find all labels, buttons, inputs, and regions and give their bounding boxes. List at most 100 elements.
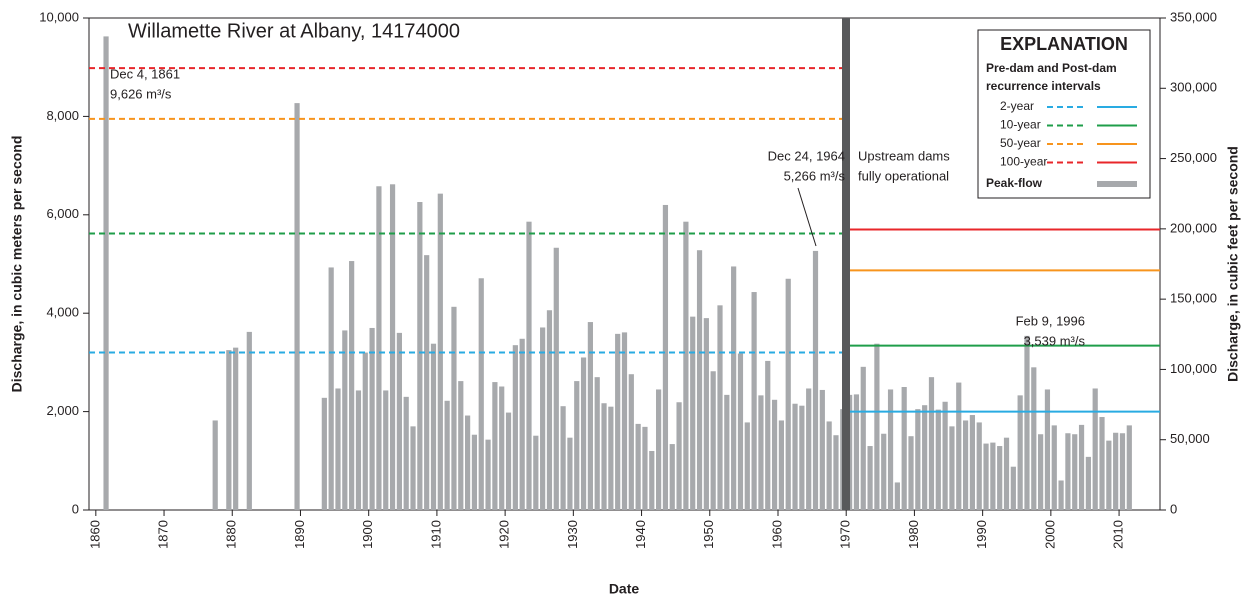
bar: [908, 436, 914, 510]
legend-label: 10-year: [1000, 118, 1041, 132]
y-tick-label: 8,000: [46, 108, 79, 123]
bar: [601, 403, 607, 510]
y2-tick-label: 50,000: [1170, 431, 1210, 446]
annotation: Upstream dams: [858, 148, 950, 163]
bar: [335, 388, 341, 510]
x-axis-label: Date: [609, 581, 640, 597]
bar: [983, 443, 989, 510]
bar: [465, 415, 471, 510]
bar: [737, 353, 744, 510]
y-tick-label: 10,000: [39, 9, 79, 24]
x-tick-label: 1870: [155, 520, 170, 549]
bar: [765, 360, 771, 510]
bar: [1072, 434, 1078, 510]
bar: [969, 415, 976, 510]
bar: [1078, 424, 1085, 510]
x-tick-label: 1930: [565, 520, 580, 549]
y2-tick-label: 150,000: [1170, 291, 1217, 306]
bar: [1017, 395, 1023, 510]
bar: [553, 247, 559, 510]
bar: [349, 261, 355, 510]
legend-label: Peak-flow: [986, 176, 1043, 190]
bar: [1065, 433, 1071, 510]
bar: [321, 397, 327, 510]
bar: [717, 305, 723, 510]
y2-tick-label: 0: [1170, 501, 1177, 516]
bar: [758, 395, 764, 510]
bar: [860, 366, 866, 510]
bar: [806, 388, 812, 510]
bar: [635, 423, 641, 510]
y2-axis-label: Discharge, in cubic feet per second: [1225, 146, 1241, 382]
x-tick-label: 1890: [292, 520, 307, 549]
bar: [901, 387, 907, 510]
bar: [594, 377, 600, 510]
bar: [1010, 466, 1016, 510]
x-tick-label: 1960: [769, 520, 784, 549]
bar: [560, 406, 566, 510]
x-tick-label: 1950: [701, 520, 716, 549]
bar: [785, 278, 791, 510]
chart-title: Willamette River at Albany, 14174000: [128, 20, 460, 42]
y2-tick-label: 350,000: [1170, 9, 1217, 24]
bar: [696, 250, 703, 510]
bar: [799, 405, 805, 510]
bar: [990, 442, 996, 510]
annotation: Dec 24, 1964: [768, 148, 845, 163]
annotation: Feb 9, 1996: [1016, 313, 1085, 328]
bar: [512, 345, 518, 510]
bar: [458, 381, 464, 510]
bar: [342, 330, 348, 510]
y-tick-label: 4,000: [46, 305, 79, 320]
annotation-leader: [797, 187, 817, 247]
bar: [751, 292, 757, 510]
bar: [389, 184, 396, 510]
bar: [546, 310, 553, 510]
bar: [355, 390, 362, 510]
x-tick-label: 2000: [1042, 520, 1057, 549]
bar: [1024, 335, 1030, 510]
bar: [233, 347, 239, 510]
bar: [246, 331, 252, 510]
legend-box: [977, 29, 1151, 199]
bar: [478, 278, 484, 510]
bar: [928, 377, 935, 510]
bar: [962, 420, 969, 510]
bar: [867, 446, 873, 510]
bar: [499, 386, 505, 510]
bar: [103, 36, 109, 511]
x-tick-label: 1980: [906, 520, 921, 549]
bar: [574, 381, 580, 510]
bar: [424, 255, 430, 510]
bar: [1119, 433, 1126, 510]
bar: [294, 103, 300, 510]
bar: [615, 333, 621, 510]
x-tick-label: 2010: [1111, 520, 1126, 549]
bar: [949, 426, 955, 510]
bar: [1092, 388, 1098, 510]
bar: [662, 204, 669, 510]
bar: [887, 389, 894, 510]
bar: [567, 437, 573, 510]
bar: [383, 390, 389, 510]
bar: [812, 250, 819, 511]
bar: [976, 422, 982, 510]
y2-tick-label: 200,000: [1170, 220, 1217, 235]
bar: [505, 412, 512, 510]
bar: [642, 426, 648, 510]
bar: [369, 327, 375, 510]
bar: [915, 409, 921, 510]
bar: [1038, 434, 1044, 510]
annotation: fully operational: [858, 168, 949, 183]
annotation: 3,539 m³/s: [1024, 333, 1086, 348]
bar: [485, 439, 491, 510]
bar: [587, 322, 593, 510]
bar: [792, 403, 798, 510]
bar: [621, 332, 628, 510]
annotation: Dec 4, 1861: [110, 66, 180, 81]
bar: [676, 402, 682, 510]
x-tick-label: 1910: [428, 520, 443, 549]
bar: [403, 396, 409, 510]
x-tick-label: 1970: [838, 520, 853, 549]
x-tick-label: 1860: [87, 520, 102, 549]
